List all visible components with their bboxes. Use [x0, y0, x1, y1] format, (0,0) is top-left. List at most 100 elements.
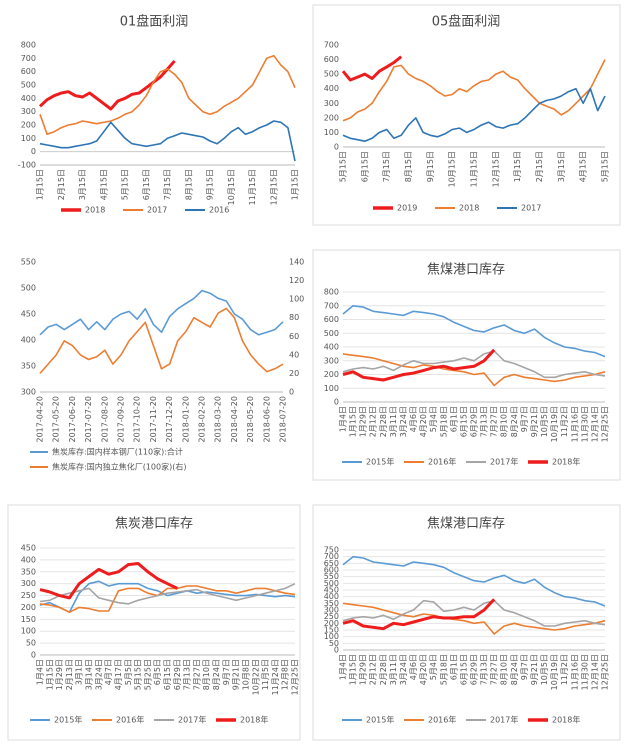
y-tick-label: 700 — [324, 552, 339, 561]
x-tick-label: 1月15日 — [349, 406, 358, 437]
x-tick-label: 11月5日 — [261, 659, 270, 690]
x-tick-label: 2月15日 — [535, 151, 544, 182]
x-tick-label: 2017-04-20 — [36, 396, 45, 443]
x-tick-label: 6月29日 — [470, 654, 479, 685]
y-tick-label: 350 — [21, 362, 36, 371]
series-line — [342, 350, 606, 379]
y-tick-label: 400 — [324, 592, 339, 601]
y-tick-label: 400 — [21, 336, 36, 345]
y-tick-label: 0 — [31, 147, 36, 156]
x-tick-label: 9月21日 — [530, 406, 539, 437]
legend-label: 2016年 — [428, 457, 456, 467]
x-tick-label: 7月27日 — [192, 659, 201, 690]
y-tick-label: 800 — [324, 288, 339, 297]
x-tick-label: 2月13日 — [65, 659, 74, 690]
x-tick-label: 6月15日 — [459, 654, 468, 685]
panel-border — [312, 504, 621, 741]
series-line — [39, 120, 296, 162]
x-tick-label: 2018-05-20 — [246, 396, 255, 443]
x-tick-label: 2018-06-20 — [262, 396, 271, 443]
y-tick-label: 700 — [324, 301, 339, 310]
y-tick-label: 0 — [334, 143, 339, 152]
x-tick-label: 5月15日 — [339, 151, 348, 182]
y-tick-label: 500 — [324, 329, 339, 338]
x-tick-label: 6月29日 — [470, 406, 479, 437]
x-tick-label: 1月15日 — [349, 654, 358, 685]
y-tick-label: 700 — [324, 41, 339, 50]
x-tick-label: 3月1日 — [75, 659, 84, 685]
x-tick-label: 12月14日 — [590, 406, 599, 442]
x-tick-label: 3月11日 — [389, 406, 398, 437]
y-tick-label: 300 — [21, 388, 36, 397]
y-tick-label: 100 — [324, 128, 339, 137]
y2-tick-label: 60 — [289, 332, 299, 341]
legend-label: 2018年 — [552, 457, 580, 467]
legend-label: 2019 — [397, 204, 417, 213]
x-tick-label: 8月10日 — [202, 659, 211, 690]
x-tick-label: 1月15日 — [513, 151, 522, 182]
x-tick-label: 10月22日 — [251, 659, 260, 695]
y-tick-label: 0 — [334, 398, 339, 407]
x-tick-label: 3月11日 — [389, 654, 398, 685]
x-tick-label: 3月15日 — [78, 169, 87, 200]
series-line — [342, 87, 606, 142]
x-tick-label: 11月24日 — [271, 659, 280, 695]
x-tick-label: 12月8日 — [281, 659, 290, 690]
legend-label: 2018 — [459, 204, 479, 213]
x-tick-label: 2018-02-20 — [198, 396, 207, 443]
x-tick-label: 4月20日 — [419, 406, 428, 437]
x-tick-label: 7月15日 — [382, 151, 391, 182]
y-tick-label: 450 — [21, 544, 36, 553]
x-tick-label: 8月24日 — [510, 654, 519, 685]
x-tick-label: 10月15日 — [227, 169, 236, 205]
y2-tick-label: 140 — [289, 258, 304, 267]
y-tick-label: 400 — [324, 84, 339, 93]
x-tick-label: 5月18日 — [439, 654, 448, 685]
x-tick-label: 1月29日 — [55, 659, 64, 690]
x-tick-label: 10月15日 — [448, 151, 457, 187]
x-tick-label: 11月2日 — [560, 654, 569, 685]
panel-border — [7, 504, 301, 741]
x-tick-label: 3月24日 — [399, 406, 408, 437]
legend-label: 2016年 — [428, 715, 456, 725]
y-tick-label: 100 — [324, 632, 339, 641]
y-tick-label: 100 — [21, 627, 36, 636]
x-tick-label: 10月19日 — [550, 654, 559, 690]
y-tick-label: 100 — [324, 384, 339, 393]
x-tick-label: 1月4日 — [339, 406, 348, 432]
x-tick-label: 2月15日 — [57, 169, 66, 200]
y-tick-label: 450 — [21, 310, 36, 319]
y-tick-label: 50 — [26, 639, 36, 648]
series-line — [342, 348, 496, 382]
x-tick-label: 11月16日 — [570, 654, 579, 690]
y-tick-label: 450 — [324, 586, 339, 595]
x-tick-label: 4月20日 — [419, 654, 428, 685]
x-tick-label: 12月25日 — [601, 406, 610, 442]
y-tick-label: 0 — [31, 651, 36, 660]
x-tick-label: 10月5日 — [540, 406, 549, 437]
x-tick-label: 5月5日 — [124, 659, 133, 685]
x-tick-label: 6月15日 — [163, 659, 172, 690]
legend-label: 2017年 — [490, 715, 518, 725]
x-tick-label: 6月15日 — [360, 151, 369, 182]
x-tick-label: 4月15日 — [99, 169, 108, 200]
legend-label: 2018年 — [240, 715, 268, 725]
x-tick-label: 1月4日 — [36, 659, 45, 685]
x-tick-label: 5月15日 — [601, 151, 610, 182]
y-tick-label: 300 — [21, 107, 36, 116]
y-tick-label: 200 — [324, 619, 339, 628]
series-line — [39, 289, 284, 336]
legend-label: 焦炭库存:国内样本钢厂(110家):合计 — [52, 447, 183, 457]
x-tick-label: 11月16日 — [570, 406, 579, 442]
legend-label: 2016年 — [116, 715, 144, 725]
x-tick-label: 3月24日 — [399, 654, 408, 685]
series-line — [39, 307, 284, 374]
y-tick-label: 300 — [324, 356, 339, 365]
x-tick-label: 2017-05-20 — [52, 396, 61, 443]
legend-label: 2015年 — [366, 715, 394, 725]
x-tick-label: 9月15日 — [206, 169, 215, 200]
y-tick-label: 100 — [21, 134, 36, 143]
x-tick-label: 10月5日 — [540, 654, 549, 685]
x-tick-label: 8月10日 — [500, 654, 509, 685]
series-line — [39, 585, 296, 613]
